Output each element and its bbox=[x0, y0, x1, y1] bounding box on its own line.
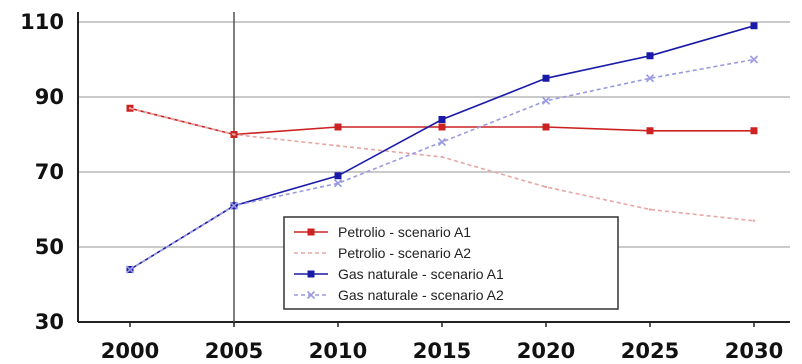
data-point bbox=[232, 133, 236, 136]
data-point bbox=[646, 127, 654, 135]
legend-swatch-marker bbox=[306, 290, 316, 300]
data-point bbox=[646, 52, 654, 60]
data-point bbox=[542, 123, 550, 131]
data-point bbox=[334, 123, 342, 131]
legend-label: Gas naturale - scenario A2 bbox=[338, 287, 504, 303]
data-point bbox=[752, 219, 756, 222]
data-point bbox=[125, 265, 135, 274]
legend-label: Petrolio - scenario A2 bbox=[338, 245, 471, 261]
data-point bbox=[542, 74, 550, 82]
legend-box bbox=[283, 216, 619, 310]
data-point bbox=[645, 74, 655, 83]
data-point bbox=[334, 172, 342, 180]
data-point bbox=[749, 55, 759, 64]
x-tick-label: 2015 bbox=[413, 339, 471, 363]
y-tick-label: 110 bbox=[20, 10, 64, 34]
data-point bbox=[336, 144, 340, 147]
data-point bbox=[544, 185, 548, 189]
data-point bbox=[648, 208, 652, 211]
grid bbox=[78, 12, 790, 323]
data-point bbox=[750, 22, 758, 30]
series-lines bbox=[125, 22, 759, 274]
data-point bbox=[750, 127, 758, 135]
data-point bbox=[438, 116, 446, 123]
data-point bbox=[128, 107, 132, 110]
y-tick-label: 90 bbox=[35, 85, 64, 109]
x-tick-label: 2005 bbox=[205, 339, 263, 363]
data-point bbox=[440, 155, 444, 159]
y-tick-label: 30 bbox=[35, 310, 64, 334]
legend-swatch-marker bbox=[307, 270, 315, 278]
x-tick-label: 2000 bbox=[101, 339, 159, 363]
y-tick-label: 70 bbox=[35, 160, 64, 184]
data-point bbox=[333, 179, 343, 188]
legend-label: Petrolio - scenario A1 bbox=[338, 224, 471, 240]
x-tick-label: 2030 bbox=[725, 339, 783, 363]
axes: 30 50 70 90 110 2000 2005 2010 2015 2020 2025 2030 bbox=[20, 10, 783, 363]
legend-label: Gas naturale - scenario A1 bbox=[338, 266, 504, 282]
x-tick-label: 2020 bbox=[517, 339, 575, 363]
legend-swatch-marker bbox=[307, 228, 315, 236]
data-point bbox=[437, 137, 447, 147]
data-point bbox=[541, 96, 551, 105]
x-tick-label: 2010 bbox=[309, 339, 367, 363]
legend: Petrolio - scenario A1 Petrolio - scenari… bbox=[283, 216, 619, 310]
y-tick-label: 50 bbox=[35, 235, 64, 259]
data-point bbox=[438, 123, 446, 131]
x-tick-label: 2025 bbox=[621, 339, 679, 363]
data-point bbox=[229, 201, 239, 210]
